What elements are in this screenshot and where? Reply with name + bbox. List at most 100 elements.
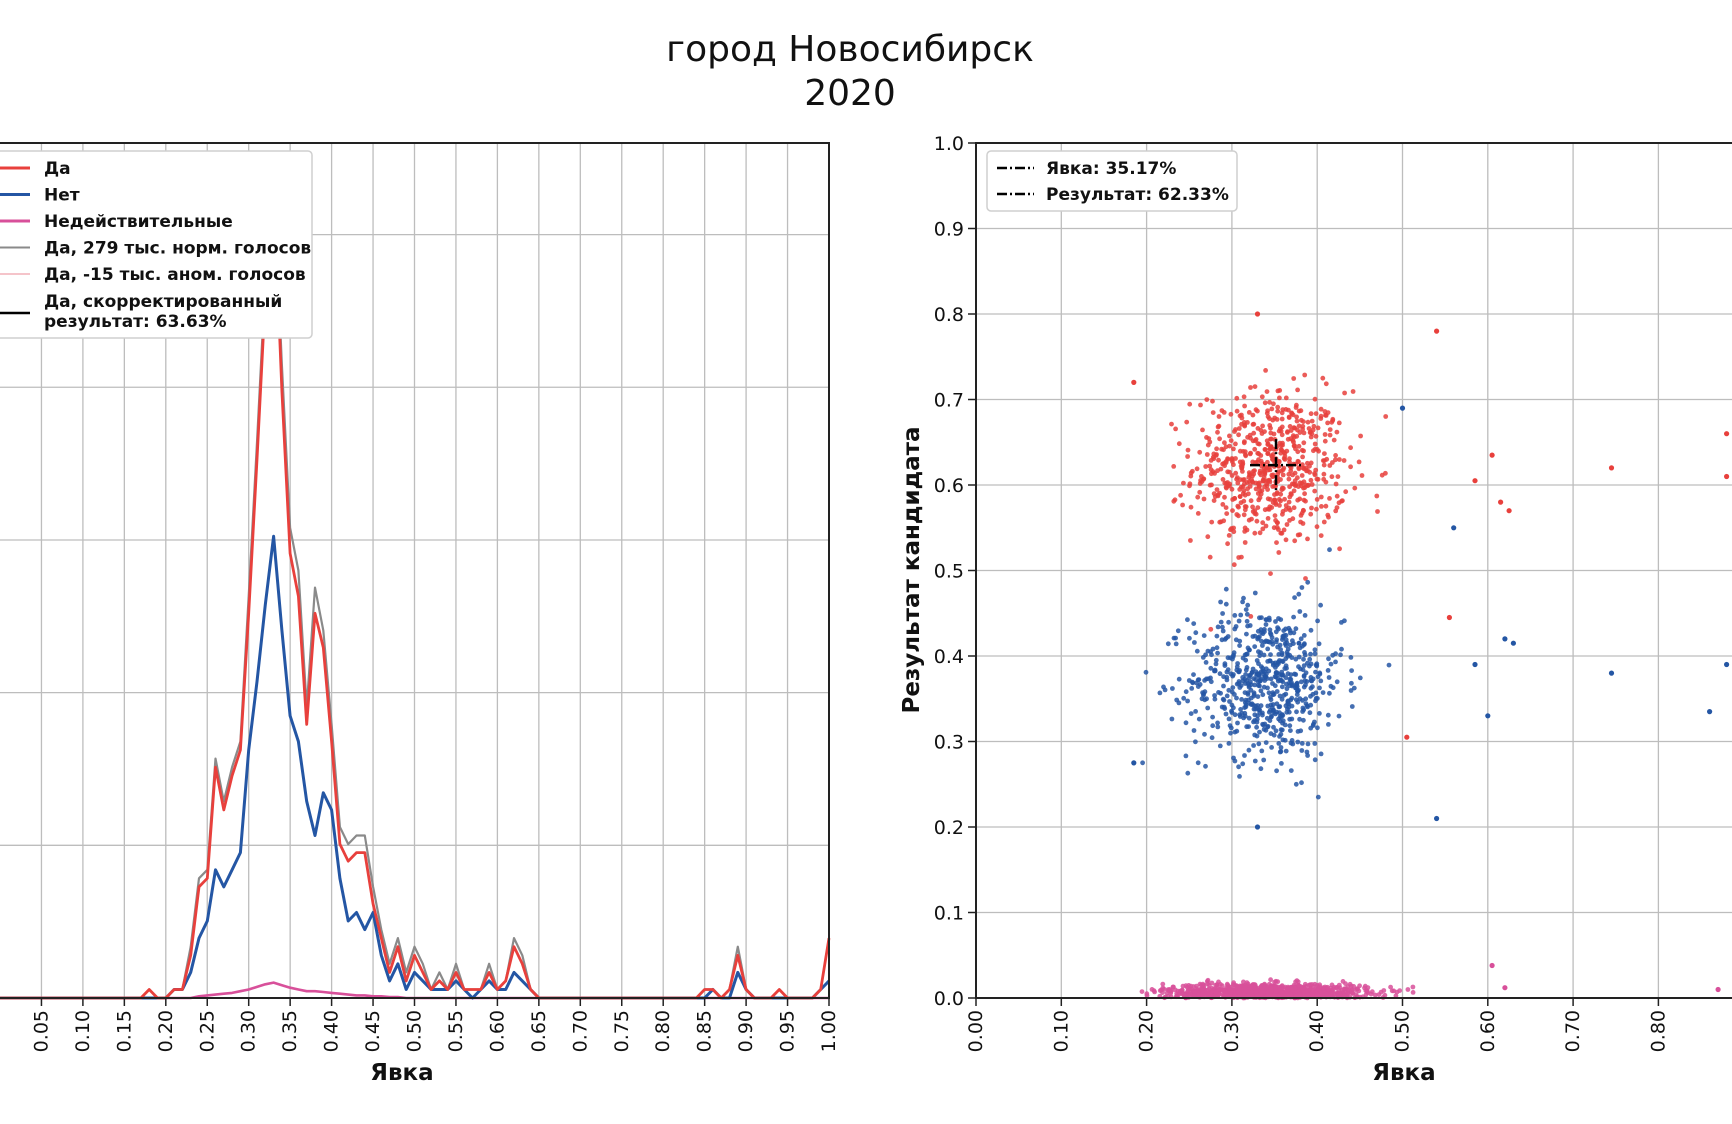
scatter-point — [1295, 739, 1301, 745]
scatter-point — [1268, 731, 1274, 736]
scatter-point — [1274, 491, 1280, 497]
scatter-point — [1254, 733, 1260, 739]
scatter-point — [1243, 672, 1248, 677]
scatter-point — [1209, 735, 1215, 741]
scatter-point — [1241, 440, 1247, 446]
scatter-point — [1242, 525, 1248, 531]
scatter-point — [1217, 436, 1222, 442]
scatter-point — [1276, 741, 1282, 746]
scatter-point — [1227, 433, 1232, 439]
scatter-point — [1280, 472, 1286, 478]
scatter-point — [1259, 748, 1265, 754]
scatter-point — [1209, 652, 1214, 658]
scatter-point — [1274, 637, 1279, 643]
scatter-point — [1236, 432, 1241, 438]
scatter-point — [1229, 486, 1235, 492]
scatter-point — [1247, 472, 1253, 477]
scatter-point — [1210, 723, 1216, 729]
scatter-point — [1230, 656, 1235, 662]
scatter-point — [1376, 992, 1382, 997]
scatter-point — [1205, 981, 1211, 987]
scatter-point — [1254, 724, 1259, 730]
scatter-point — [1260, 668, 1266, 674]
scatter-point — [1296, 664, 1301, 670]
scatter-point — [1176, 676, 1182, 682]
scatter-point — [1223, 586, 1229, 592]
scatter-point — [1218, 690, 1223, 696]
scatter-point — [1724, 431, 1730, 437]
scatter-point — [1214, 645, 1220, 651]
scatter-point — [1242, 403, 1247, 409]
scatter-point — [1193, 709, 1198, 714]
scatter-point — [1301, 673, 1307, 678]
scatter-point — [1267, 627, 1273, 633]
scatter-point — [1352, 485, 1358, 491]
scatter-point — [1252, 384, 1258, 389]
scatter-point — [1270, 474, 1276, 479]
scatter-point — [1389, 988, 1395, 994]
scatter-point — [1237, 643, 1242, 648]
scatter-point — [1258, 703, 1264, 709]
x-tick-label: 0.70 — [569, 1010, 591, 1052]
scatter-point — [1211, 498, 1217, 503]
y-tick-label: 0.7 — [934, 390, 964, 412]
scatter-point — [1278, 731, 1284, 737]
scatter-point — [1223, 601, 1229, 607]
scatter-point — [1202, 731, 1207, 737]
scatter-point — [1258, 766, 1264, 772]
scatter-point — [1241, 488, 1247, 494]
scatter-point — [1322, 409, 1328, 414]
scatter-point — [1342, 986, 1347, 992]
scatter-point — [1277, 710, 1282, 716]
scatter-point — [1286, 471, 1292, 477]
y-axis-label: Результат кандидата — [899, 426, 925, 713]
scatter-point — [1270, 690, 1276, 696]
scatter-point — [1218, 599, 1223, 605]
scatter-point — [1274, 417, 1280, 422]
scatter-point — [1287, 676, 1293, 682]
scatter-point — [1256, 649, 1261, 655]
scatter-point — [1265, 459, 1270, 465]
scatter-point — [1273, 978, 1279, 984]
scatter-point — [1327, 432, 1333, 438]
scatter-point — [1221, 447, 1226, 453]
scatter-point — [1323, 381, 1329, 387]
scatter-point — [1231, 980, 1236, 986]
scatter-point — [1276, 459, 1282, 465]
scatter-point — [1210, 410, 1216, 415]
scatter-point — [1294, 414, 1299, 420]
scatter-point — [1243, 988, 1248, 994]
scatter-point — [1279, 761, 1284, 766]
scatter-point — [1299, 780, 1304, 786]
y-tick-label: 1.0 — [934, 133, 964, 155]
scatter-point — [1220, 477, 1226, 482]
scatter-point — [1289, 492, 1294, 497]
scatter-point — [1293, 482, 1299, 487]
scatter-point — [1208, 626, 1214, 632]
scatter-point — [1224, 669, 1230, 675]
scatter-point — [1276, 616, 1281, 621]
scatter-point — [1252, 718, 1257, 723]
scatter-point — [1287, 723, 1293, 729]
scatter-point — [1240, 484, 1246, 489]
scatter-point — [1222, 440, 1227, 446]
scatter-point — [1334, 429, 1340, 435]
scatter-point — [1250, 634, 1256, 639]
scatter-point — [1275, 404, 1281, 410]
x-axis-label: Явка — [370, 1060, 433, 1086]
scatter-point — [1305, 419, 1311, 425]
scatter-point — [1239, 412, 1244, 418]
scatter-point — [1235, 720, 1240, 726]
scatter-point — [1315, 674, 1321, 680]
scatter-point — [1295, 497, 1301, 503]
scatter-point — [1207, 463, 1213, 469]
scatter-point — [1255, 481, 1261, 487]
scatter-point — [1214, 487, 1220, 492]
scatter-point — [1224, 693, 1230, 699]
scatter-point — [1196, 677, 1202, 682]
scatter-point — [1372, 992, 1378, 998]
scatter-point — [1331, 437, 1337, 443]
scatter-point — [1185, 454, 1190, 459]
scatter-point — [1257, 678, 1263, 684]
scatter-point — [1322, 451, 1327, 456]
